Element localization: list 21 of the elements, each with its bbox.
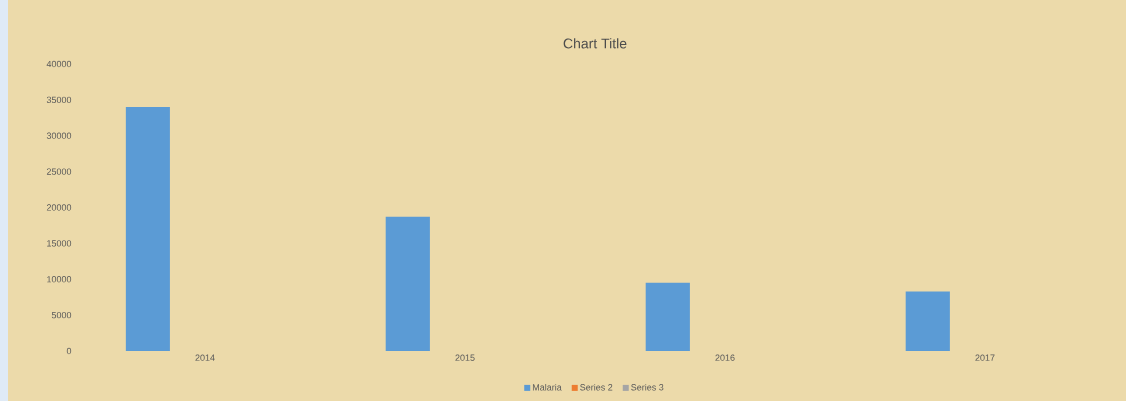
legend-label: Malaria <box>532 383 562 391</box>
y-tick-label: 35000 <box>46 96 72 104</box>
bar <box>385 216 430 351</box>
y-tick-label: 20000 <box>46 204 72 211</box>
bar <box>125 107 170 351</box>
y-tick-label: 30000 <box>46 132 72 139</box>
bar <box>645 282 690 351</box>
x-tick-label: 2014 <box>195 354 215 361</box>
legend-label: Series 3 <box>631 383 664 391</box>
y-tick-label: 0 <box>66 347 72 355</box>
y-tick-label: 5000 <box>51 311 72 319</box>
y-tick-label: 25000 <box>46 168 72 175</box>
bar <box>905 291 950 351</box>
y-tick-label: 40000 <box>46 60 72 68</box>
chart-title: Chart Title <box>563 38 627 49</box>
x-tick-label: 2016 <box>715 354 735 361</box>
y-tick-label: 15000 <box>47 240 72 247</box>
x-tick-label: 2017 <box>975 354 995 361</box>
x-tick-label: 2015 <box>455 354 475 361</box>
legend-label: Series 2 <box>580 383 613 391</box>
y-tick-label: 10000 <box>47 276 72 283</box>
